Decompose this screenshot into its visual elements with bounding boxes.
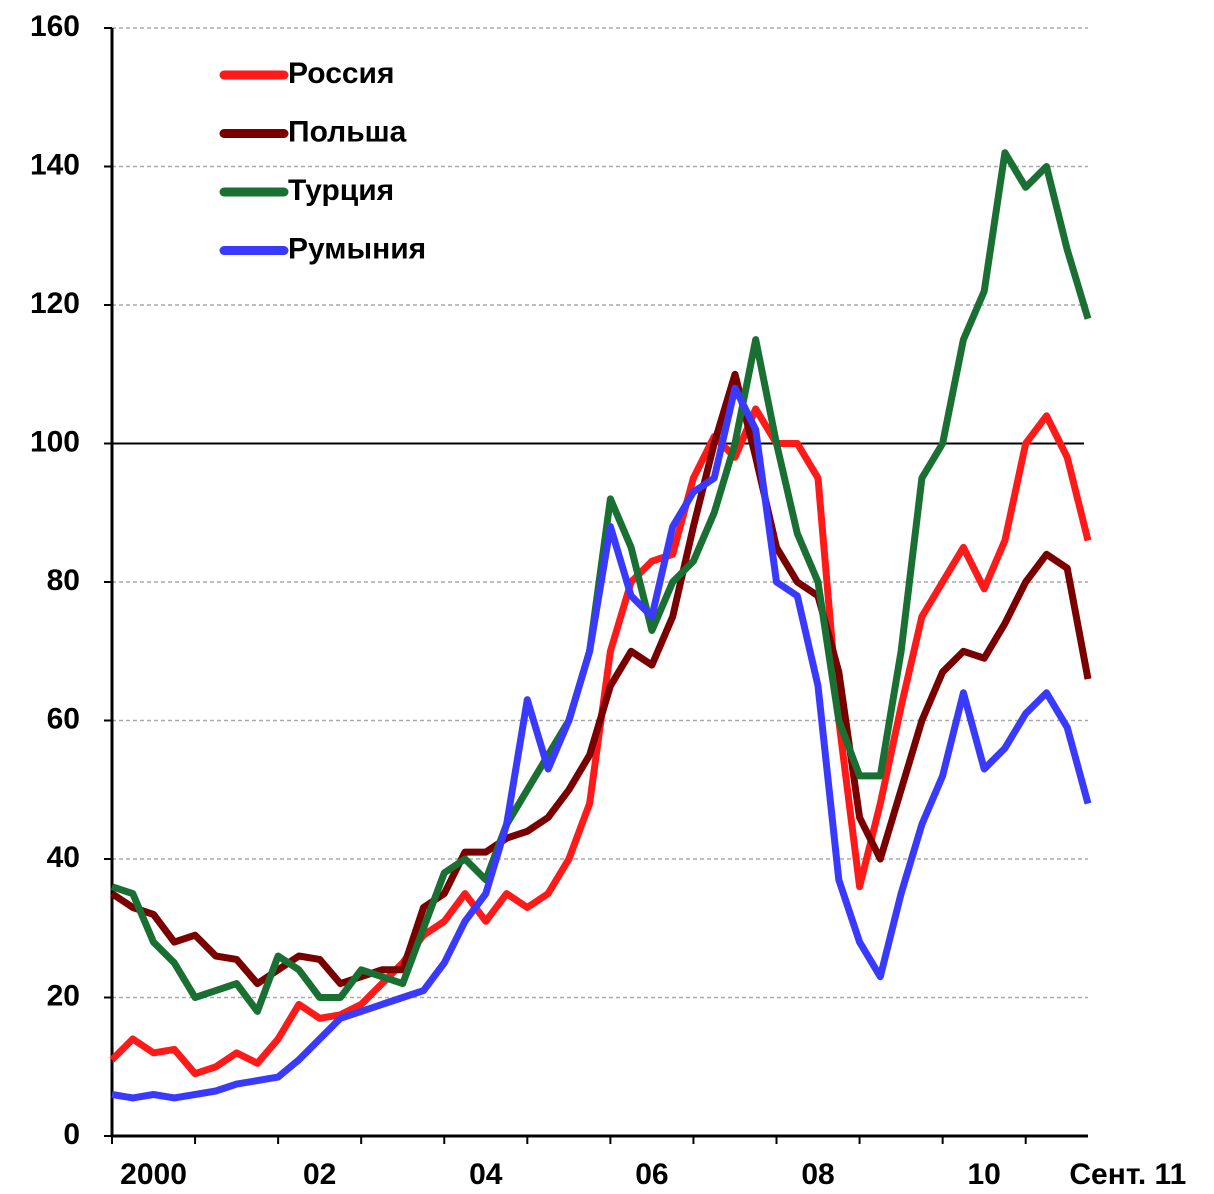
legend-label: Россия	[288, 57, 395, 90]
y-tick-label: 100	[30, 425, 80, 458]
series-line	[109, 405, 1092, 1078]
legend-label: Румыния	[288, 232, 426, 265]
x-tick-label: Сент. 11	[1069, 1158, 1186, 1191]
series-line	[110, 370, 1092, 988]
series-line	[111, 384, 1092, 1102]
x-tick-label: 08	[801, 1158, 834, 1191]
legend-label: Турция	[288, 174, 394, 207]
y-tick-label: 40	[47, 841, 80, 874]
x-tick-label: 2000	[120, 1158, 187, 1191]
x-tick-label: 10	[967, 1158, 1000, 1191]
y-tick-label: 140	[30, 148, 80, 181]
y-tick-label: 80	[47, 564, 80, 597]
legend-label: Польша	[288, 115, 407, 148]
y-tick-label: 60	[47, 702, 80, 735]
y-tick-label: 160	[30, 10, 80, 43]
y-tick-label: 120	[30, 287, 80, 320]
y-tick-label: 0	[63, 1118, 80, 1151]
x-tick-label: 04	[469, 1158, 503, 1191]
y-tick-label: 20	[47, 979, 80, 1012]
x-tick-label: 02	[303, 1158, 336, 1191]
x-tick-label: 06	[635, 1158, 668, 1191]
